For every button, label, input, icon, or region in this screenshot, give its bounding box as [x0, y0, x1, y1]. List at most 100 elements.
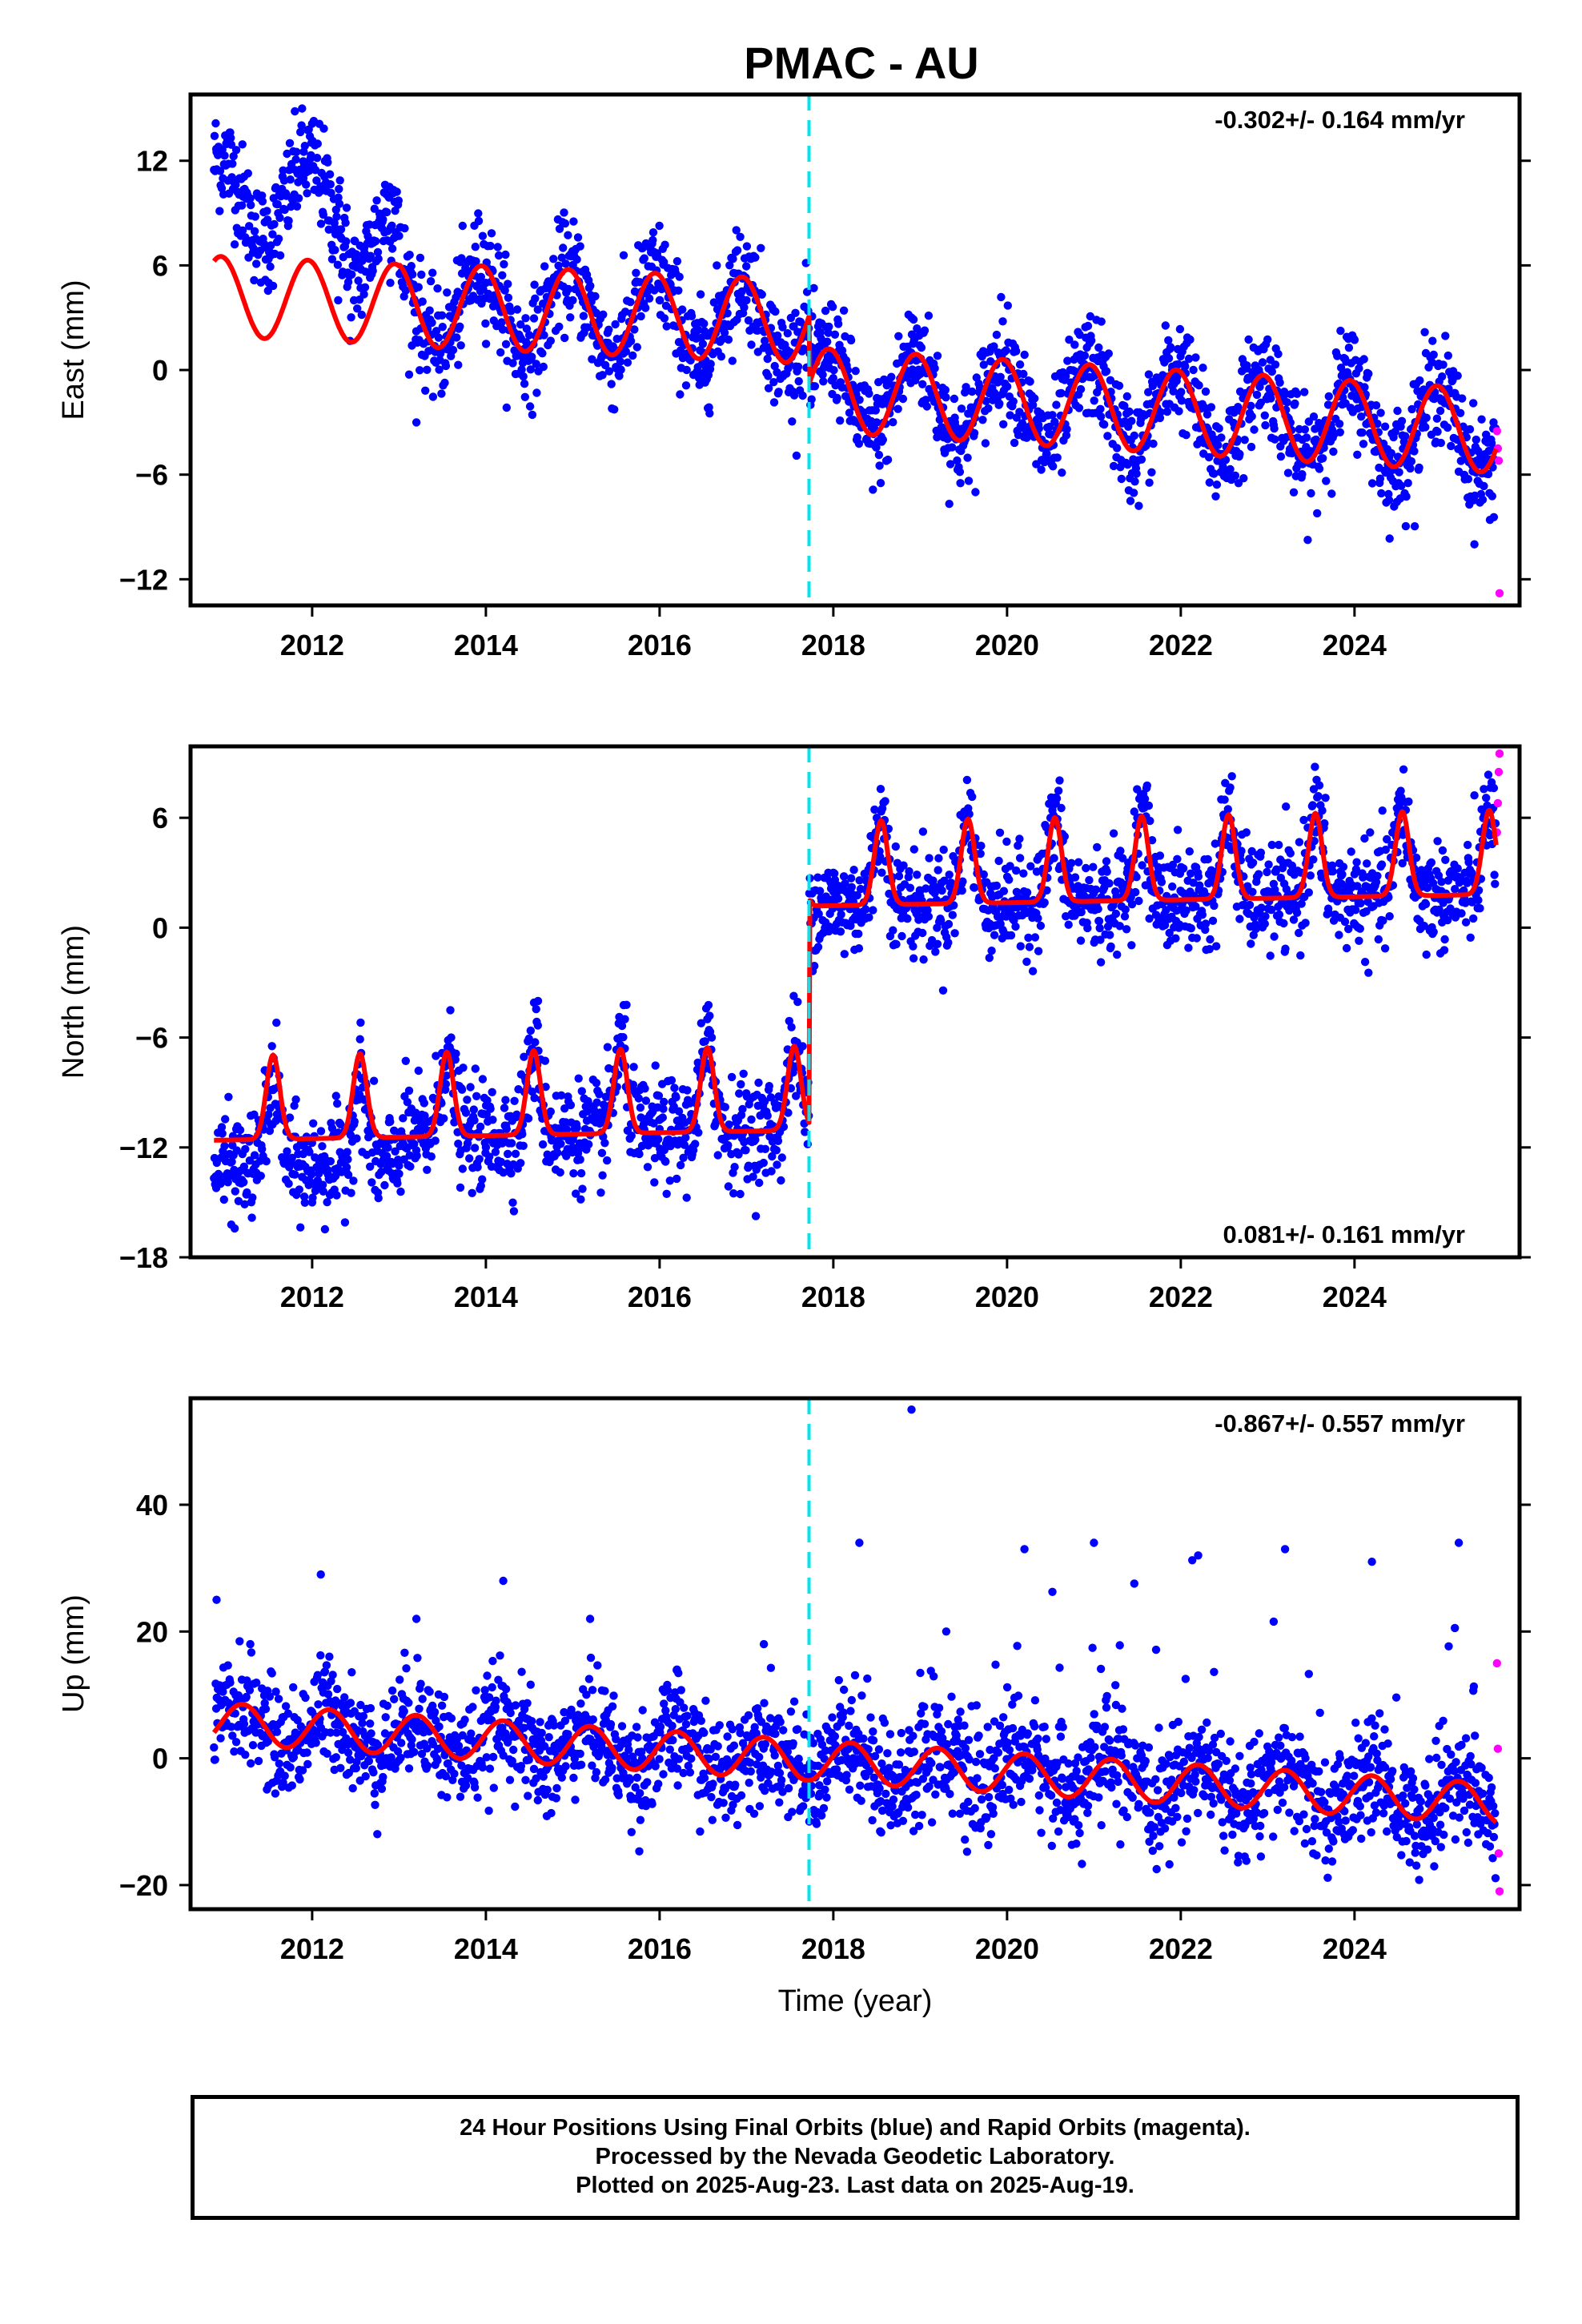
data-point [893, 404, 902, 413]
data-point [798, 391, 807, 400]
data-point [599, 310, 608, 319]
data-point [291, 155, 300, 164]
data-point [334, 193, 343, 202]
data-point [905, 883, 915, 892]
data-point [1250, 425, 1259, 434]
data-point [1469, 399, 1478, 408]
data-point [472, 1092, 481, 1101]
data-point [1465, 424, 1475, 434]
data-point [1052, 400, 1061, 409]
data-point [569, 1169, 578, 1178]
data-point [569, 217, 578, 226]
data-point [865, 913, 873, 922]
data-point [229, 151, 238, 161]
data-point [682, 365, 691, 375]
data-point [532, 360, 540, 368]
data-point [1260, 411, 1270, 420]
data-point [1211, 435, 1220, 444]
data-point [1260, 919, 1270, 928]
data-point [1404, 797, 1413, 806]
data-point [352, 1134, 361, 1143]
data-point [933, 352, 942, 360]
data-point [1130, 477, 1139, 486]
data-point [1205, 478, 1215, 487]
data-point [359, 243, 369, 252]
data-point [342, 203, 351, 212]
data-point [1429, 927, 1438, 937]
data-point [465, 1154, 474, 1163]
data-point [1352, 858, 1361, 866]
data-point [247, 200, 255, 210]
data-point [446, 1006, 455, 1015]
data-point [249, 244, 258, 253]
data-point [1227, 772, 1236, 781]
data-point [833, 320, 843, 328]
data-point [264, 279, 273, 287]
data-point [501, 250, 510, 259]
data-point [241, 1144, 250, 1154]
data-point [876, 479, 885, 488]
data-point [463, 1096, 472, 1104]
data-point [1300, 425, 1310, 434]
data-point [836, 416, 845, 425]
data-point [598, 1171, 607, 1180]
data-point [724, 1182, 733, 1191]
data-point [279, 166, 287, 175]
data-point [1173, 854, 1182, 864]
data-point [540, 262, 549, 271]
data-point [576, 1155, 584, 1164]
data-point [1022, 888, 1032, 897]
data-point [648, 235, 657, 245]
data-point [270, 219, 279, 229]
data-point [1355, 924, 1365, 933]
data-point [1289, 488, 1299, 497]
data-point [1134, 501, 1143, 510]
data-point [1261, 420, 1270, 430]
data-point [474, 209, 483, 218]
data-point [696, 290, 705, 299]
data-point [215, 207, 224, 215]
data-point [829, 366, 838, 375]
data-point [1490, 870, 1499, 879]
data-point [325, 1652, 334, 1661]
data-point [793, 362, 803, 372]
data-point [1309, 855, 1318, 864]
data-point [1263, 887, 1272, 895]
data-point [673, 1174, 681, 1184]
data-point [1366, 828, 1375, 837]
data-point [481, 1143, 491, 1152]
data-point [256, 1172, 265, 1180]
data-point [1144, 370, 1154, 379]
data-point [454, 360, 463, 369]
data-point [401, 286, 410, 295]
y-axis-title: North (mm) [57, 925, 90, 1079]
data-point [1106, 942, 1115, 951]
data-point [1076, 384, 1086, 394]
data-point [287, 1781, 296, 1790]
data-point [730, 1163, 739, 1172]
data-point [284, 1179, 293, 1188]
data-point [603, 1156, 612, 1165]
data-point [212, 1180, 221, 1188]
data-point [275, 1759, 283, 1768]
data-point [994, 348, 1003, 357]
data-point [1458, 394, 1467, 403]
data-point [1195, 381, 1203, 390]
data-point [295, 1775, 304, 1784]
data-point [408, 270, 417, 279]
data-point [1482, 794, 1491, 802]
data-point [531, 1038, 540, 1047]
data-point [1311, 762, 1319, 771]
rapid-orbit-point [1494, 767, 1504, 777]
x-tick-label: 2016 [628, 1281, 692, 1313]
data-point [1318, 806, 1327, 815]
data-point [392, 187, 401, 196]
data-point [292, 202, 302, 211]
data-point [319, 210, 327, 219]
data-point [425, 306, 434, 315]
data-point [1258, 358, 1267, 367]
data-point [985, 953, 994, 963]
data-point [328, 1671, 337, 1679]
data-point [1435, 406, 1445, 416]
data-point [626, 298, 635, 307]
